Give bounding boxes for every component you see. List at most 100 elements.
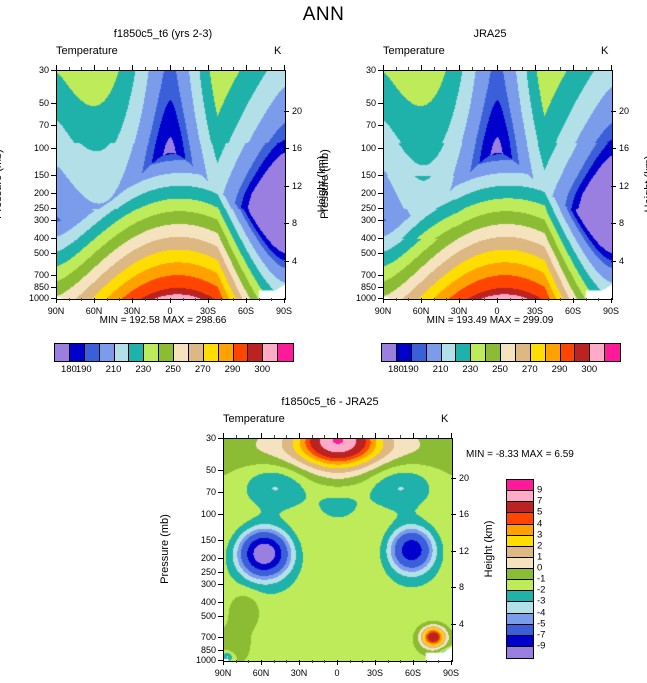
pressure-tick-label: 1000 (195, 655, 216, 665)
pressure-tick (218, 660, 223, 661)
colorbar-tick-label: 9 (537, 484, 543, 496)
colorbar-swatch (507, 602, 533, 614)
pressure-tick-label: 700 (33, 269, 49, 280)
height-tick (611, 148, 616, 150)
latitude-minor-tick (400, 660, 402, 663)
latitude-tick (459, 298, 460, 303)
latitude-minor-tick (349, 435, 351, 438)
height-tick-label: 12 (459, 545, 470, 556)
latitude-tick-top (573, 65, 574, 70)
colorbar-swatch (507, 635, 533, 647)
colorbar-swatch (159, 344, 174, 361)
latitude-tick-top (132, 65, 133, 70)
height-tick-label: 12 (292, 180, 303, 191)
colorbar-tick-label: 190 (402, 364, 419, 375)
latitude-minor-tick (446, 67, 448, 70)
colorbar-swatch (84, 344, 100, 361)
pressure-tick-label: 700 (360, 269, 376, 280)
pressure-tick (51, 252, 56, 254)
pressure-tick-label: 850 (200, 644, 216, 655)
pressure-tick-label: 30 (365, 65, 376, 75)
latitude-minor-tick (248, 660, 250, 663)
latitude-minor-tick (598, 298, 600, 301)
height-tick-label: 4 (292, 255, 298, 266)
colorbar-tick-label: -9 (537, 640, 546, 652)
pressure-tick-label: 500 (33, 247, 49, 258)
colorbar-tick-label: 0 (537, 562, 543, 574)
latitude-tick (421, 298, 422, 303)
latitude-minor-tick (387, 660, 389, 663)
latitude-minor-tick (273, 435, 275, 438)
pressure-tick (218, 558, 223, 560)
pressure-tick-label: 250 (33, 202, 49, 213)
colorbar-swatch (441, 344, 457, 361)
colorbar-tick-label: 210 (432, 364, 449, 375)
height-tick-label: 16 (292, 143, 303, 154)
latitude-minor-tick (585, 298, 587, 301)
latitude-tick-label: 60N (252, 668, 270, 678)
page-title: ANN (302, 4, 345, 25)
pressure-tick-label: 200 (360, 188, 376, 199)
pressure-tick (51, 193, 56, 195)
pressure-tick-label: 300 (360, 214, 376, 225)
colorbar-tick-label: 1 (537, 551, 543, 563)
latitude-tick-top (375, 433, 376, 438)
colorbar-tick-label: 300 (254, 364, 271, 375)
height-tick-label: 4 (459, 618, 465, 629)
pressure-tick (51, 70, 56, 71)
latitude-tick (261, 660, 262, 665)
colorbar-tick-label: 210 (105, 364, 122, 375)
panel-diff-unit-label: K (441, 413, 449, 425)
colorbar-swatch (486, 344, 501, 361)
latitude-minor-tick (324, 435, 326, 438)
colorbar-tick-label: 230 (135, 364, 152, 375)
pressure-tick-label: 400 (33, 233, 49, 244)
pressure-tick-label: 700 (200, 632, 216, 643)
latitude-tick-top (223, 433, 224, 438)
panel-model-title: f1850c5_t6 (yrs 2-3) (113, 28, 213, 40)
panel-diff-minmax: MIN = -8.33 MAX = 6.59 (466, 449, 574, 460)
latitude-tick-label: 60S (564, 306, 582, 316)
panel-obs-plot (383, 70, 613, 300)
colorbar-tick-label: -2 (537, 584, 546, 596)
pressure-tick (218, 572, 223, 574)
height-tick (284, 185, 289, 187)
latitude-tick-label: 60N (412, 306, 430, 316)
latitude-minor-tick (349, 660, 351, 663)
colorbar-swatch (248, 344, 264, 361)
latitude-minor-tick (362, 660, 364, 663)
latitude-tick-top (459, 65, 460, 70)
colorbar-model (54, 343, 294, 362)
colorbar-swatch (218, 344, 234, 361)
latitude-minor-tick (106, 67, 108, 70)
latitude-minor-tick (425, 435, 427, 438)
colorbar-swatch (507, 613, 533, 625)
height-tick (451, 623, 456, 625)
latitude-tick-label: 90N (374, 306, 392, 316)
colorbar-swatch (560, 344, 576, 361)
latitude-tick (56, 298, 57, 303)
latitude-minor-tick (509, 298, 511, 301)
pressure-tick (51, 207, 56, 209)
latitude-tick-top (299, 433, 300, 438)
pressure-tick-label: 500 (200, 611, 216, 622)
latitude-tick (246, 298, 247, 303)
colorbar-tick-label: -3 (537, 595, 546, 607)
colorbar-tick-label: 230 (462, 364, 479, 375)
latitude-minor-tick (598, 67, 600, 70)
colorbar-tick-label: 5 (537, 506, 543, 518)
height-tick-label: 20 (459, 472, 470, 483)
pressure-tick (51, 298, 56, 299)
colorbar-swatch (263, 344, 279, 361)
latitude-tick-label: 90N (214, 668, 232, 678)
colorbar-tick-label: 270 (194, 364, 211, 375)
colorbar-swatch (203, 344, 219, 361)
latitude-minor-tick (144, 298, 146, 301)
latitude-tick-label: 60S (404, 668, 422, 678)
height-tick (451, 550, 456, 552)
pressure-tick (378, 298, 383, 299)
height-tick-label: 20 (292, 105, 303, 116)
height-tick-label: 20 (619, 105, 630, 116)
colorbar-swatch (233, 344, 249, 361)
height-tick-label: 8 (292, 218, 298, 229)
